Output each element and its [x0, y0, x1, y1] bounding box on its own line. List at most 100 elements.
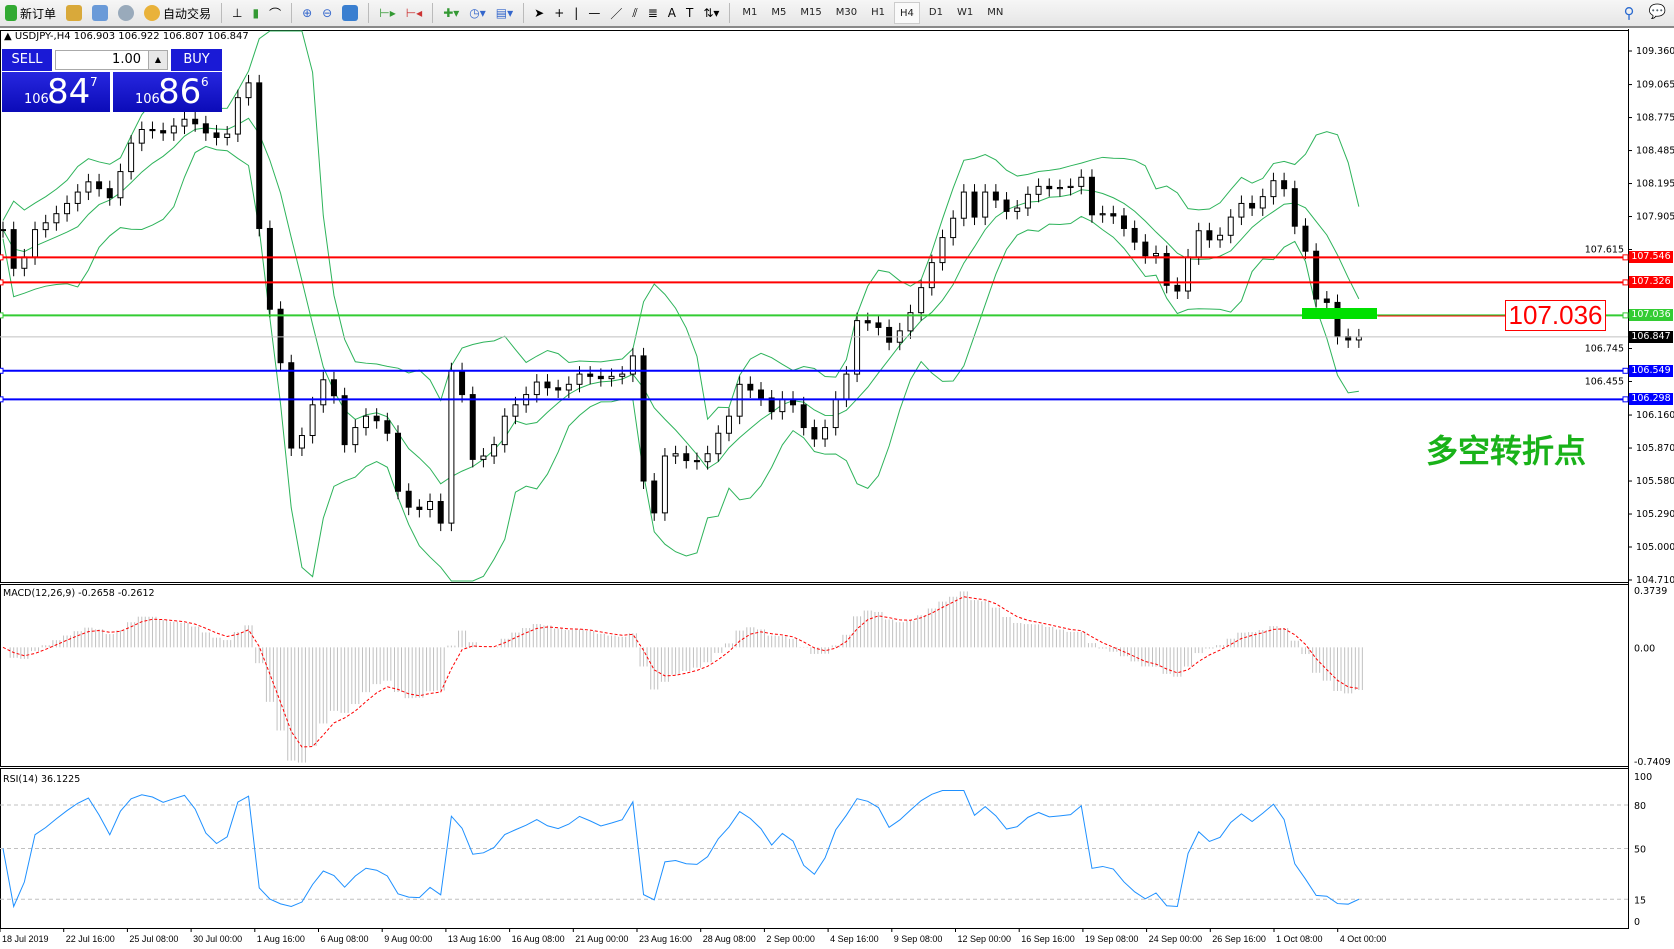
timeframe-m1[interactable]: M1	[742, 7, 758, 18]
crosshair-button[interactable]: +	[551, 2, 567, 24]
candle-body	[1185, 256, 1192, 292]
chat-icon[interactable]: 💬	[1648, 4, 1666, 20]
terminal-button[interactable]	[89, 2, 111, 24]
line-anchor-handle	[0, 279, 4, 286]
sell-price[interactable]: 106 84 7	[2, 72, 110, 112]
candle-body	[85, 181, 92, 193]
buy-price[interactable]: 106 86 6	[113, 72, 222, 112]
candle-body	[1035, 185, 1042, 195]
price-tick-label: 106.160	[1636, 410, 1674, 421]
candle-body	[362, 415, 369, 429]
timeframe-h1[interactable]: H1	[871, 7, 886, 18]
candle-body	[1067, 185, 1074, 189]
sell-button[interactable]: SELL	[2, 49, 52, 71]
candle-body	[1120, 215, 1127, 229]
search-icon[interactable]: ⚲	[1623, 4, 1635, 22]
arrows-button[interactable]: ⇅▾	[700, 2, 722, 24]
time-tick-label: 21 Aug 00:00	[575, 934, 628, 944]
bar-chart-button[interactable]: ⊥	[229, 2, 245, 24]
indicators-button[interactable]: ✚▾	[440, 2, 462, 24]
timeframe-d1[interactable]: D1	[928, 7, 943, 18]
macd-tick-label: 0.00	[1634, 643, 1655, 654]
candle-body	[352, 427, 359, 446]
timeframe-w1[interactable]: W1	[956, 7, 974, 18]
fibonacci-icon: ≣	[647, 6, 658, 20]
candle-body	[555, 387, 562, 391]
arrows-icon: ⇅▾	[703, 6, 720, 20]
cursor-icon: ➤	[534, 6, 545, 20]
timeframe-mn[interactable]: MN	[987, 7, 1004, 18]
trendline-icon: ／	[610, 6, 623, 21]
macd-tick-label: -0.7409	[1634, 757, 1671, 768]
candle-body	[875, 322, 882, 328]
candle-body	[1078, 176, 1085, 187]
text-label-icon: T	[685, 6, 694, 20]
timeframe-m15[interactable]: M15	[800, 7, 822, 18]
candlestick-button[interactable]: ▮	[249, 2, 262, 24]
tile-windows-button[interactable]	[339, 2, 361, 24]
candle-body	[672, 453, 679, 457]
fibonacci-button[interactable]: ≣	[645, 2, 661, 24]
macd-title: MACD(12,26,9) -0.2658 -0.2612	[3, 588, 155, 599]
candle-body	[53, 213, 60, 224]
pivot-annotation-text[interactable]: 多空转折点	[1426, 432, 1587, 470]
periods-button[interactable]: ◷▾	[466, 2, 489, 24]
candle-body	[725, 415, 732, 434]
timeframe-m30[interactable]: M30	[835, 7, 858, 18]
rsi-tick-label: 80	[1634, 801, 1646, 812]
auto-trading-button[interactable]: 自动交易	[141, 2, 214, 24]
candle-body	[1270, 180, 1277, 198]
candle-body	[405, 490, 412, 508]
candle-body	[170, 125, 177, 134]
candle-body	[469, 394, 476, 460]
bollinger-middle-band	[2, 117, 1360, 485]
chart-area[interactable]: 109.360 109.065 108.775 108.485 108.195 107.9…	[0, 29, 1674, 949]
autoscroll-button[interactable]: ⊢▸	[376, 2, 398, 24]
zoom-out-icon: ⊖	[322, 6, 333, 20]
rsi-tick-label: 100	[1634, 772, 1652, 783]
signals-button[interactable]	[115, 2, 137, 24]
buy-button[interactable]: BUY	[171, 49, 222, 71]
cursor-button[interactable]: ➤	[531, 2, 547, 24]
text-icon: A	[667, 6, 676, 20]
text-button[interactable]: A	[665, 2, 679, 24]
divider	[729, 3, 731, 23]
trendline-button[interactable]: ／	[607, 2, 625, 24]
price-tick-label: 105.870	[1636, 443, 1674, 454]
candle-body	[1302, 225, 1309, 252]
lot-increase-button[interactable]: ▲	[148, 50, 168, 70]
candle-body	[437, 501, 444, 524]
line-anchor-handle	[0, 312, 4, 319]
candle-body	[491, 444, 498, 457]
divider	[432, 3, 434, 23]
toolbar: 新订单 自动交易 ⊥ ▮ ⌒ ⊕ ⊖ ⊢▸ ⊢◂ ✚▾ ◷▾ ▤▾ ➤ + | …	[0, 0, 1674, 28]
candle-body	[1313, 250, 1320, 300]
lot-size-input[interactable]: 1.00	[55, 50, 168, 70]
new-order-button[interactable]: 新订单	[2, 2, 59, 24]
candle-body	[1014, 207, 1021, 212]
timeframe-h4[interactable]: H4	[894, 2, 920, 24]
candle-body	[1281, 180, 1288, 190]
candle-body	[10, 229, 17, 269]
horizontal-line-button[interactable]: —	[585, 2, 603, 24]
line-anchor-handle	[0, 396, 4, 403]
divider	[523, 3, 525, 23]
candle-body	[309, 404, 316, 437]
templates-button[interactable]: ▤▾	[493, 2, 516, 24]
vertical-line-button[interactable]: |	[571, 2, 581, 24]
history-button[interactable]	[63, 2, 85, 24]
candle-body	[992, 191, 999, 201]
price-tick-label: 106.455	[1585, 376, 1624, 387]
price-annotation-box[interactable]: 107.036	[1505, 300, 1606, 331]
candle-body	[832, 398, 839, 429]
chart-shift-button[interactable]: ⊢◂	[403, 2, 425, 24]
zoom-out-button[interactable]: ⊖	[319, 2, 335, 24]
line-chart-button[interactable]: ⌒	[266, 2, 284, 24]
candle-body	[96, 181, 103, 190]
candle-body	[1153, 252, 1160, 257]
candle-body	[373, 415, 380, 422]
timeframe-m5[interactable]: M5	[771, 7, 787, 18]
text-label-button[interactable]: T	[683, 2, 696, 24]
channel-button[interactable]: ⫽	[629, 2, 640, 24]
zoom-in-button[interactable]: ⊕	[299, 2, 315, 24]
